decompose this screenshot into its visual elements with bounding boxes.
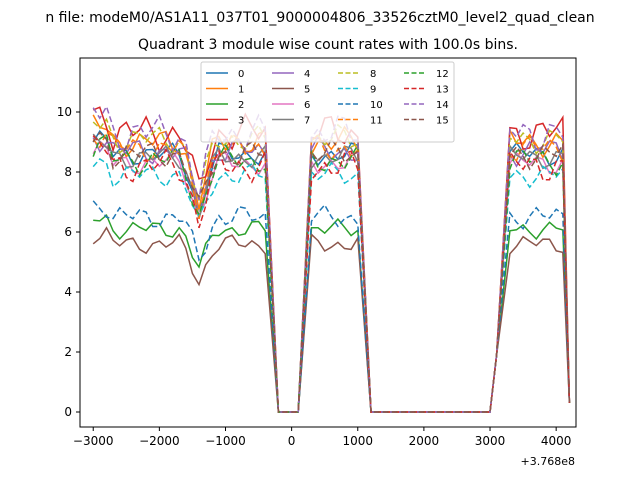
legend-label-2: 2 bbox=[238, 100, 244, 111]
legend-label-11: 11 bbox=[370, 116, 383, 127]
series-line-14 bbox=[92, 104, 571, 413]
series-layer bbox=[92, 104, 571, 413]
legend-label-10: 10 bbox=[370, 100, 383, 111]
legend-label-8: 8 bbox=[370, 69, 376, 80]
series-line-13 bbox=[92, 135, 571, 413]
y-axis: 0 2 4 6 8 10 bbox=[57, 105, 80, 419]
series-line-7 bbox=[92, 133, 571, 413]
x-tick-label: 0 bbox=[288, 434, 296, 448]
legend-label-12: 12 bbox=[436, 69, 449, 80]
y-tick-label: 8 bbox=[64, 165, 72, 179]
y-tick-label: 6 bbox=[64, 225, 72, 239]
legend-label-0: 0 bbox=[238, 69, 244, 80]
legend-label-14: 14 bbox=[436, 100, 449, 111]
x-tick-label: 2000 bbox=[409, 434, 440, 448]
x-offset-label: +3.768e8 bbox=[521, 455, 575, 468]
legend-box bbox=[200, 61, 455, 143]
series-line-12 bbox=[92, 133, 571, 413]
y-tick-label: 4 bbox=[64, 285, 72, 299]
legend-label-4: 4 bbox=[304, 69, 310, 80]
legend-label-9: 9 bbox=[370, 85, 376, 96]
x-tick-label: −1000 bbox=[205, 434, 246, 448]
x-axis: −3000 −2000 −1000 0 1000 2000 3000 4000 bbox=[73, 427, 572, 448]
figure-suptitle: n file: modeM0/AS1A11_037T01_9000004806_… bbox=[45, 10, 594, 26]
series-line-10 bbox=[92, 200, 571, 413]
x-tick-label: 4000 bbox=[541, 434, 572, 448]
chart-title: Quadrant 3 module wise count rates with … bbox=[138, 37, 518, 53]
x-tick-label: 3000 bbox=[475, 434, 506, 448]
legend-label-15: 15 bbox=[436, 116, 449, 127]
x-tick-label: −2000 bbox=[139, 434, 180, 448]
x-tick-label: 1000 bbox=[342, 434, 373, 448]
plot-frame bbox=[79, 57, 577, 428]
legend-label-1: 1 bbox=[238, 85, 244, 96]
series-line-5 bbox=[92, 226, 571, 413]
legend-label-3: 3 bbox=[238, 116, 244, 127]
legend-label-13: 13 bbox=[436, 85, 449, 96]
y-tick-label: 0 bbox=[64, 405, 72, 419]
y-tick-label: 10 bbox=[57, 105, 72, 119]
legend-label-7: 7 bbox=[304, 116, 310, 127]
series-line-2 bbox=[93, 213, 571, 413]
legend-label-5: 5 bbox=[304, 85, 310, 96]
legend-label-6: 6 bbox=[304, 100, 310, 111]
y-tick-label: 2 bbox=[64, 345, 72, 359]
series-line-15 bbox=[92, 131, 571, 413]
series-line-9 bbox=[92, 158, 571, 413]
x-tick-label: −3000 bbox=[73, 434, 114, 448]
